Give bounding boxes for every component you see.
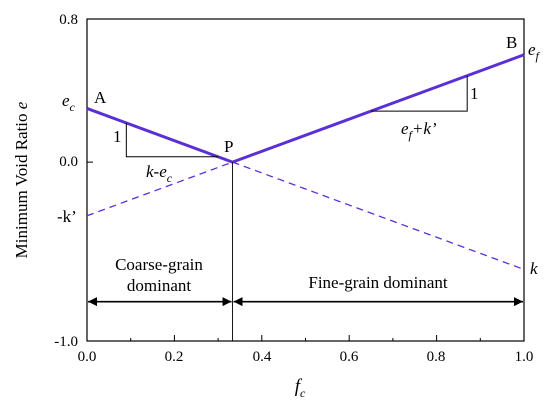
left-slope-one: 1 [113, 127, 122, 146]
ec-label-main: e [62, 91, 70, 110]
y-axis-title: Minimum Void Ratio e [12, 101, 31, 258]
point-a-label: A [94, 88, 107, 107]
right-slope-one: 1 [470, 84, 479, 103]
left-slope-main: k-e [146, 162, 167, 181]
x-tick-label: 0.4 [253, 349, 272, 365]
y-axis-title-var: e [12, 101, 31, 109]
solid-line-0 [86, 107, 234, 164]
ec-label-sub: c [70, 100, 76, 114]
y-tick-marks [87, 18, 93, 342]
left-slope-value: k-ec [146, 162, 173, 185]
point-p-label: P [224, 137, 233, 156]
x-tick-label: 1.0 [515, 349, 534, 365]
x-tick-label: 0.2 [165, 349, 184, 365]
right-slope-sub: f [409, 128, 414, 142]
k-label: k [530, 259, 538, 278]
left-slope-triangle [125, 122, 219, 158]
y-tick-label: 0.0 [59, 154, 78, 170]
left-slope-sub: c [167, 171, 173, 185]
dashed-line-2 [86, 161, 233, 217]
y-tick-label: 0.8 [59, 12, 78, 28]
y-axis-title-text: Minimum Void Ratio [12, 109, 31, 258]
y-tick-label: -1.0 [54, 334, 78, 350]
solid-line-1 [232, 53, 525, 164]
ec-label: ec [62, 91, 76, 114]
x-tick-label: 0.0 [78, 349, 97, 365]
ef-label: ef [528, 40, 541, 63]
x-tick-label: 0.6 [340, 349, 359, 365]
x-tick-marks [86, 335, 525, 341]
ef-label-sub: f [536, 49, 541, 63]
ef-label-main: e [528, 40, 536, 59]
x-tick-label: 0.8 [427, 349, 446, 365]
fine-zone-label: Fine-grain dominant [308, 273, 448, 292]
point-b-label: B [506, 33, 517, 52]
x-tick-labels: 0.0 0.2 0.4 0.6 0.8 1.0 [78, 349, 534, 365]
coarse-zone-line2: dominant [127, 276, 191, 295]
right-slope-post: +k’ [412, 119, 437, 138]
x-axis-title-sub: c [300, 386, 306, 400]
coarse-zone-line1: Coarse-grain [115, 255, 203, 274]
x-axis-title-main: f [295, 376, 303, 397]
y-tick-labels: -1.0 0.0 0.8 [54, 12, 78, 350]
dashed-line-3 [232, 161, 525, 271]
x-axis-title: fc [295, 376, 306, 400]
right-slope-triangle [371, 75, 468, 112]
data-lines [86, 53, 525, 271]
k-prime-label: -k’ [57, 207, 77, 226]
right-slope-pre: e [401, 119, 409, 138]
right-slope-value: ef+k’ [401, 119, 437, 142]
